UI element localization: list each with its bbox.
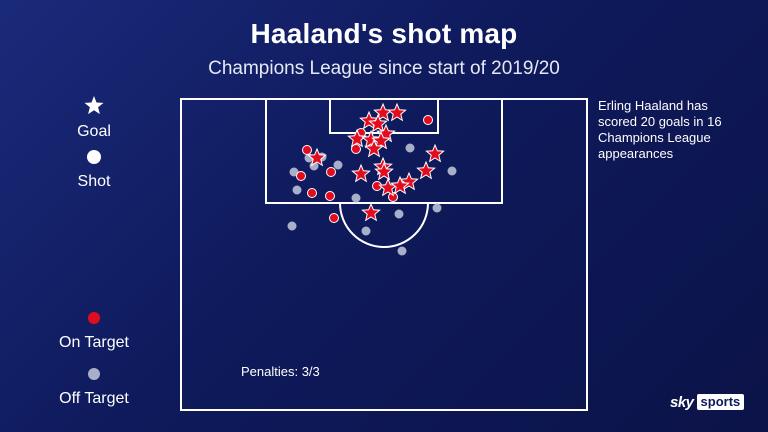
legend-shot: Shot <box>44 169 144 191</box>
legend-off-target-icon <box>88 368 100 380</box>
logo-sky-text: sky <box>670 393 694 411</box>
off-target-shot-mark <box>333 160 343 170</box>
off-target-shot-mark <box>361 226 371 236</box>
sky-sports-logo: sky sports <box>670 393 745 411</box>
off-target-shot-mark <box>397 246 407 256</box>
penalties-label: Penalties: 3/3 <box>241 364 320 379</box>
goal-mark <box>371 130 391 150</box>
goal-mark <box>361 129 381 149</box>
goal-mark <box>307 147 327 167</box>
off-target-shot-mark <box>432 203 442 213</box>
off-target-shot-mark <box>287 221 297 231</box>
legend-goal-label: Goal <box>77 123 111 140</box>
on-target-shot-mark <box>325 191 335 201</box>
goal-mark <box>425 143 445 163</box>
legend-shot-label: Shot <box>77 173 111 190</box>
on-target-shot-mark <box>302 145 312 155</box>
chart-title: Haaland's shot map <box>250 18 518 49</box>
goal-mark <box>364 138 384 158</box>
shot-marks <box>287 102 457 256</box>
legend-off-target-label: Off Target <box>59 390 129 407</box>
logo-sports-text: sports <box>696 394 745 410</box>
goal-mark <box>416 160 436 180</box>
legend-goal-icon <box>84 96 104 115</box>
legend-shot-icon <box>87 150 101 164</box>
goal-mark <box>374 161 394 181</box>
goal-mark <box>399 171 419 191</box>
goal-mark <box>359 110 379 130</box>
legend-on-target-label: On Target <box>59 334 129 351</box>
on-target-shot-mark <box>423 115 433 125</box>
goal-mark <box>361 202 381 222</box>
off-target-shot-mark <box>351 193 361 203</box>
off-target-shot-mark <box>394 209 404 219</box>
legend-on-target-icon <box>88 312 100 324</box>
goal-mark <box>368 113 388 133</box>
on-target-shot-mark <box>307 188 317 198</box>
on-target-shot-mark <box>326 167 336 177</box>
goal-mark <box>387 102 407 122</box>
chart-subtitle: Champions League since start of 2019/20 <box>208 58 560 79</box>
goal-mark <box>351 163 371 183</box>
on-target-shot-mark <box>296 171 306 181</box>
off-target-shot-mark <box>405 143 415 153</box>
goal-mark <box>347 128 367 148</box>
on-target-shot-mark <box>329 213 339 223</box>
off-target-shot-mark <box>447 166 457 176</box>
penalty-arc <box>339 202 429 248</box>
legend-goal: Goal <box>44 119 144 141</box>
off-target-shot-mark <box>289 167 299 177</box>
on-target-shot-mark <box>351 144 361 154</box>
legend-off-target: Off Target <box>44 386 144 408</box>
pitch-lines <box>180 98 588 411</box>
legend-markers <box>84 96 104 380</box>
goals-note: Erling Haaland has scored 20 goals in 16… <box>598 98 722 161</box>
legend-on-target: On Target <box>44 330 144 352</box>
goal-mark <box>390 175 410 195</box>
off-target-shot-mark <box>292 185 302 195</box>
